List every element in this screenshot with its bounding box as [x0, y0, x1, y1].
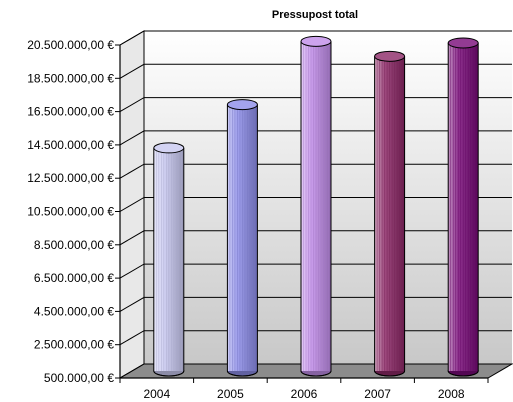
- y-tick-label: 6.500.000,00 €: [34, 271, 114, 285]
- bar-top-cap: [374, 50, 406, 62]
- gridline: [119, 30, 512, 46]
- x-tick-label: 2005: [217, 387, 244, 401]
- y-tick-label: 4.500.000,00 €: [34, 304, 114, 318]
- bar-top-cap: [300, 35, 332, 47]
- y-tick-label: 12.500.000,00 €: [27, 171, 114, 185]
- bar-top-cap: [447, 37, 479, 49]
- x-tick-label: 2004: [143, 387, 170, 401]
- x-tick-label: 2006: [291, 387, 318, 401]
- bar-top-cap: [153, 142, 185, 154]
- bar-2006: [300, 35, 332, 377]
- chart-title: Pressupost total: [272, 9, 358, 21]
- bar-bottom-arc: [153, 370, 185, 377]
- bar-2008: [447, 37, 479, 377]
- bar-2005: [226, 99, 258, 377]
- y-tick-label: 500.000,00 €: [44, 371, 114, 385]
- x-tick-label: 2008: [438, 387, 465, 401]
- y-tick-label: 14.500.000,00 €: [27, 138, 114, 152]
- y-tick-label: 10.500.000,00 €: [27, 205, 114, 219]
- bar-bottom-arc: [226, 370, 258, 377]
- x-tick-label: 2007: [364, 387, 391, 401]
- y-tick-label: 16.500.000,00 €: [27, 105, 114, 119]
- y-tick-label: 20.500.000,00 €: [27, 38, 114, 52]
- y-tick-label: 8.500.000,00 €: [34, 238, 114, 252]
- bar-bottom-arc: [447, 370, 479, 377]
- y-tick-label: 18.500.000,00 €: [27, 71, 114, 85]
- bar-bottom-arc: [300, 370, 332, 377]
- bar-2004: [153, 142, 185, 377]
- y-tick-label: 2.500.000,00 €: [34, 338, 114, 352]
- bar-bottom-arc: [374, 370, 406, 377]
- bar-top-cap: [226, 99, 258, 111]
- bar-2007: [374, 50, 406, 377]
